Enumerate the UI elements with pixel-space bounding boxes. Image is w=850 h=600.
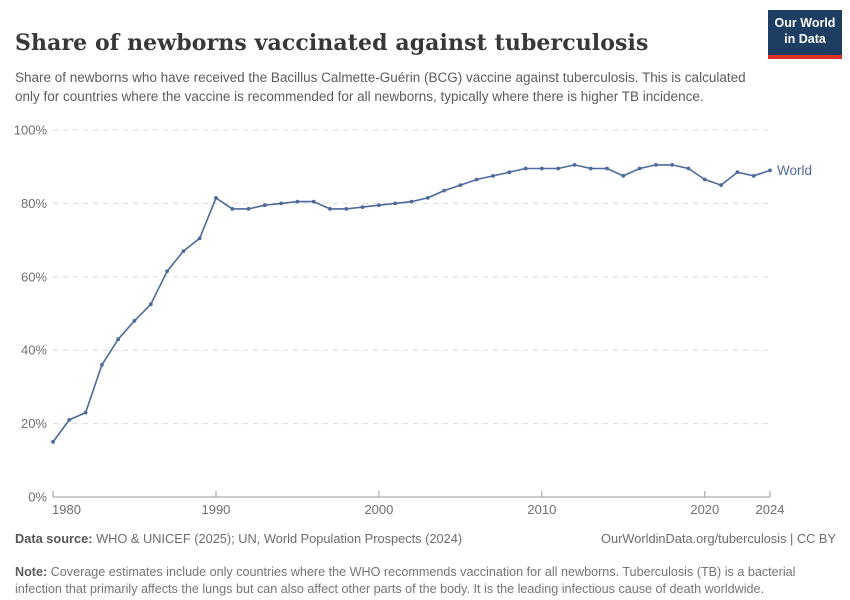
data-point	[165, 269, 170, 274]
data-point	[507, 170, 512, 175]
data-point	[654, 163, 658, 167]
data-point	[344, 207, 349, 211]
data-point	[474, 177, 479, 182]
data-point	[132, 318, 137, 323]
data-point	[279, 201, 283, 206]
note-text: Coverage estimates include only countrie…	[15, 564, 796, 597]
data-point	[605, 166, 609, 171]
x-tick-label: 2020	[690, 502, 719, 517]
owid-logo-line1: Our World	[774, 16, 836, 30]
y-tick-label: 100%	[14, 123, 48, 138]
data-point	[360, 205, 365, 209]
line-chart: 0% 20% 40% 60% 80% 100% 1980 1990 2000 2010 2020 20…	[14, 123, 812, 518]
data-point	[442, 188, 446, 193]
owid-logo[interactable]: Our World in Data	[768, 10, 842, 59]
data-point	[670, 163, 675, 167]
data-point	[425, 196, 430, 200]
data-point	[393, 201, 398, 206]
footer-source-row: Data source: WHO & UNICEF (2025); UN, Wo…	[15, 531, 836, 546]
data-point	[311, 199, 316, 204]
data-point	[230, 207, 235, 211]
data-point	[719, 183, 723, 187]
data-point	[686, 166, 691, 171]
data-point	[214, 196, 218, 200]
data-point	[523, 166, 528, 171]
data-point	[556, 166, 561, 171]
data-source: Data source: WHO & UNICEF (2025); UN, Wo…	[15, 531, 462, 546]
data-point	[458, 183, 463, 187]
y-tick-label: 80%	[21, 196, 47, 211]
y-tick-label: 60%	[21, 269, 47, 284]
data-point	[51, 440, 55, 444]
x-tick-label: 1990	[201, 502, 230, 517]
data-point	[768, 168, 772, 173]
license-link[interactable]: OurWorldinData.org/tuberculosis | CC BY	[601, 531, 836, 546]
data-point	[181, 249, 186, 254]
data-point	[100, 363, 104, 367]
data-point	[735, 170, 740, 175]
data-point	[148, 302, 153, 307]
data-point	[328, 207, 332, 211]
chart-subtitle: Share of newborns who have received the …	[15, 69, 746, 104]
data-point	[67, 418, 72, 422]
data-point	[702, 177, 707, 182]
series-line-world	[52, 164, 771, 443]
data-point	[295, 199, 300, 204]
data-source-text: WHO & UNICEF (2025); UN, World Populatio…	[92, 531, 463, 546]
data-point	[588, 166, 593, 171]
data-point	[377, 203, 381, 208]
data-point	[637, 166, 642, 171]
y-tick-label: 0%	[28, 490, 47, 505]
data-point	[262, 203, 267, 208]
data-point	[409, 199, 414, 204]
y-tick-label: 20%	[21, 416, 47, 431]
data-point	[197, 236, 202, 241]
note-label: Note:	[15, 564, 48, 579]
data-point	[246, 207, 251, 211]
x-tick-label: 2010	[527, 502, 556, 517]
data-point	[572, 163, 577, 167]
footer-note: Note: Coverage estimates include only co…	[15, 564, 837, 599]
data-point	[116, 337, 121, 342]
x-tick-label: 1980	[52, 502, 81, 517]
series-label-world: World	[777, 163, 812, 178]
data-point	[751, 174, 756, 178]
owid-logo-line2: in Data	[784, 32, 826, 46]
x-tick-label: 2024	[756, 502, 785, 517]
data-point	[621, 174, 626, 178]
data-source-label: Data source:	[15, 531, 93, 546]
y-tick-label: 40%	[21, 343, 47, 358]
data-point	[491, 174, 495, 178]
data-point	[540, 166, 544, 171]
x-tick-label: 2000	[364, 502, 393, 517]
data-point	[83, 410, 88, 415]
page-title: Share of newborns vaccinated against tub…	[15, 29, 649, 56]
